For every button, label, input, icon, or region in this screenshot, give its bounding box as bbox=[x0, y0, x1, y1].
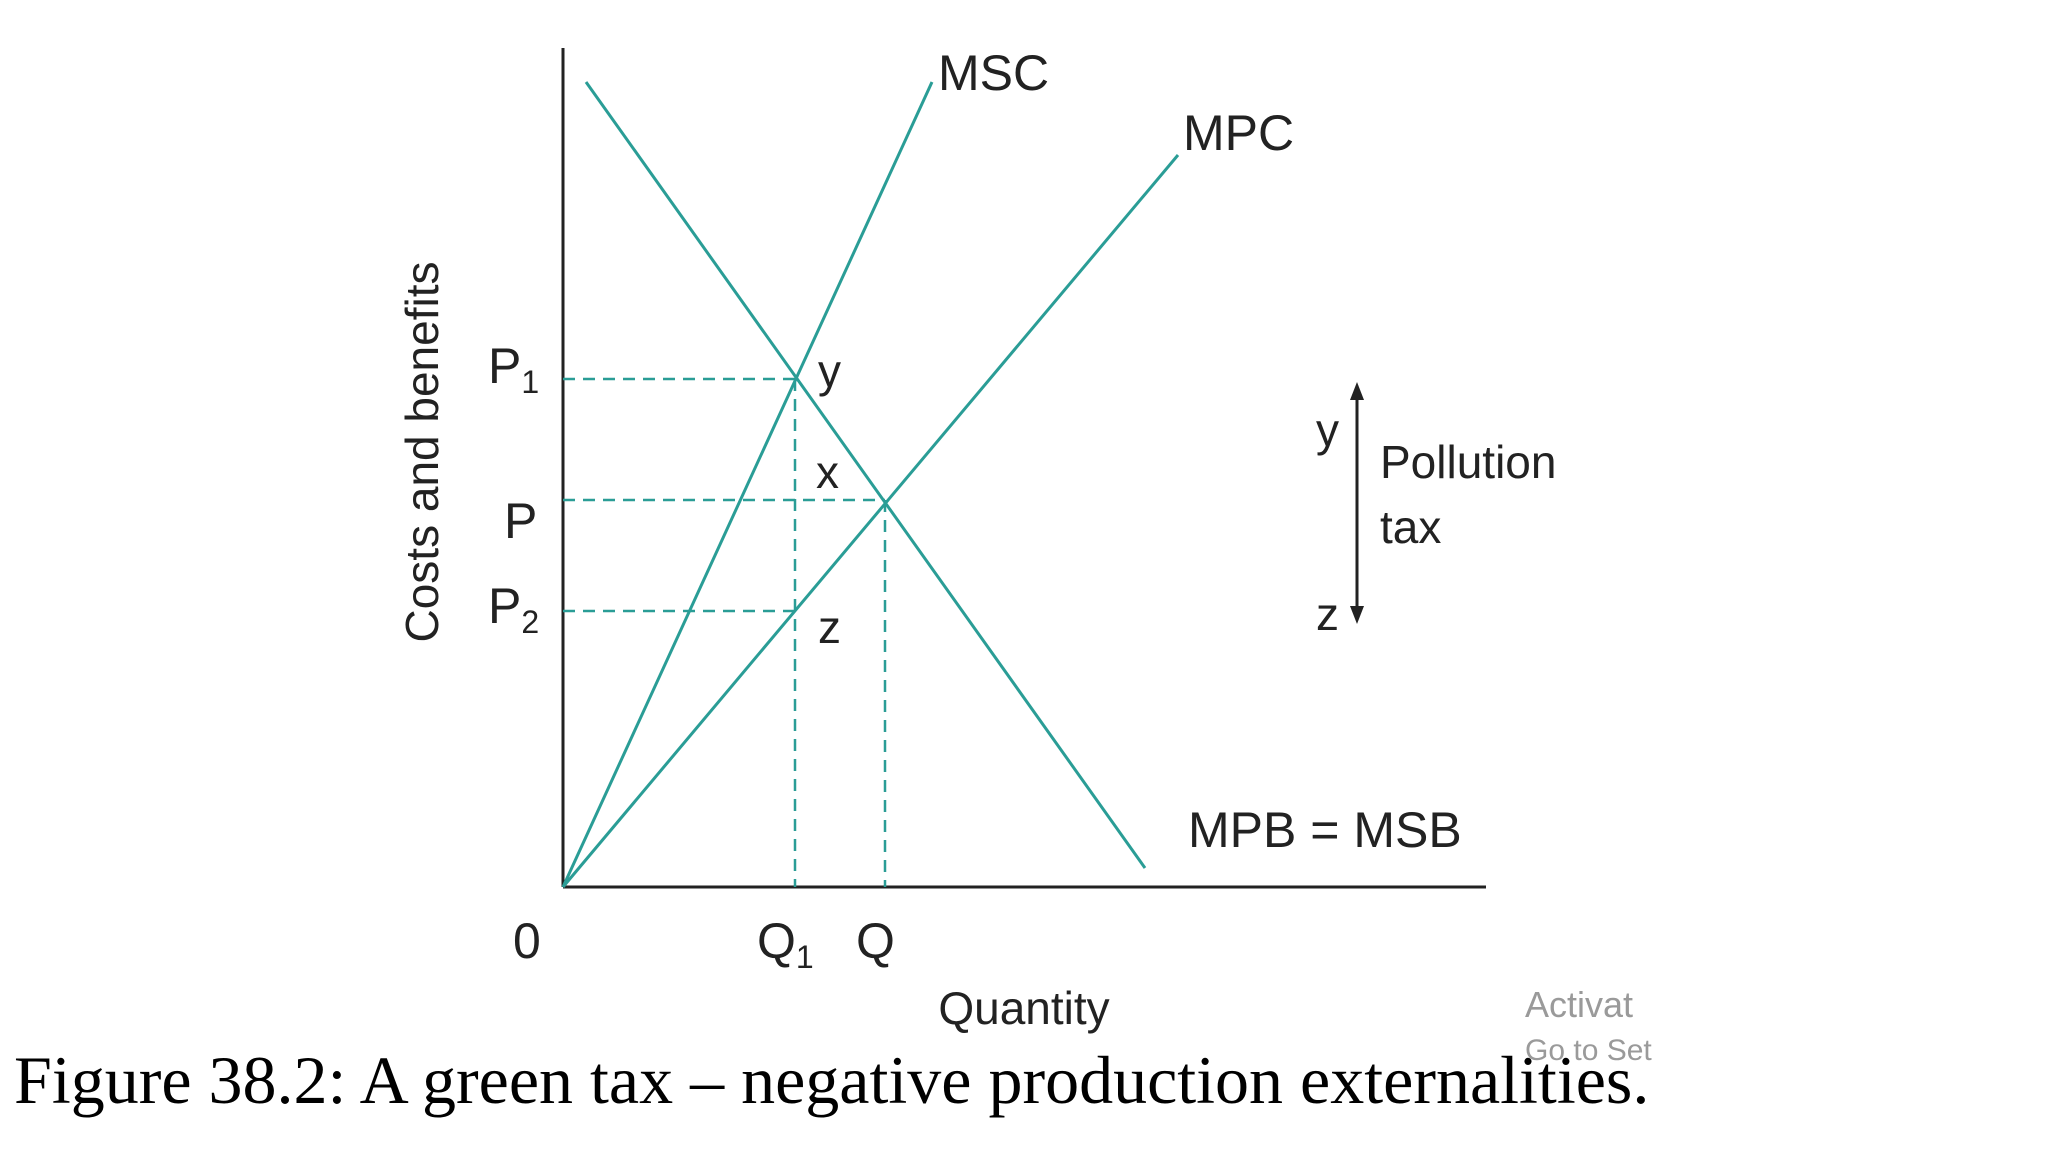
p1-label-subscript: 1 bbox=[521, 364, 539, 400]
mpb-msb-curve bbox=[584, 81, 1147, 869]
p1-label-base: P bbox=[488, 338, 521, 394]
pollution-tax-arrow bbox=[1350, 382, 1364, 624]
q-label: Q bbox=[856, 913, 895, 969]
y-axis-label: Costs and benefits bbox=[396, 261, 448, 642]
guide-lines bbox=[563, 377, 887, 887]
msc-label: MSC bbox=[938, 45, 1049, 101]
point-z-label: z bbox=[818, 601, 841, 653]
tax-arrow-up-head bbox=[1350, 382, 1364, 400]
tax-bottom-label: z bbox=[1316, 588, 1339, 640]
pollution-tax-line1: Pollution bbox=[1380, 436, 1556, 488]
tax-arrow-down-head bbox=[1350, 606, 1364, 624]
mpc-curve bbox=[561, 154, 1180, 888]
q1-label: Q1 bbox=[757, 913, 814, 975]
p2-label-subscript: 2 bbox=[521, 604, 539, 640]
mpc-label: MPC bbox=[1183, 105, 1294, 161]
watermark-line2: Go to Set bbox=[1525, 1034, 1652, 1067]
mpb-msb-label: MPB = MSB bbox=[1188, 802, 1462, 858]
msc-curve bbox=[561, 81, 934, 888]
origin-label: 0 bbox=[513, 913, 541, 969]
p2-label-base: P bbox=[488, 578, 521, 634]
pollution-tax-line2: tax bbox=[1380, 501, 1441, 553]
q1-label-base: Q bbox=[757, 913, 796, 969]
point-y-label: y bbox=[818, 345, 841, 397]
x-axis-label: Quantity bbox=[938, 982, 1109, 1034]
p1-label: P1 bbox=[488, 338, 539, 400]
q-label-base: Q bbox=[856, 913, 895, 969]
p-label-base: P bbox=[504, 493, 537, 549]
tax-top-label: y bbox=[1316, 404, 1339, 456]
point-x-label: x bbox=[816, 446, 839, 498]
q1-label-subscript: 1 bbox=[796, 939, 814, 975]
p2-label: P2 bbox=[488, 578, 539, 640]
p-label: P bbox=[504, 493, 537, 549]
figure-caption: Figure 38.2: A green tax – negative prod… bbox=[14, 1042, 1649, 1118]
curves bbox=[561, 81, 1180, 888]
watermark-line1: Activat bbox=[1525, 984, 1633, 1025]
